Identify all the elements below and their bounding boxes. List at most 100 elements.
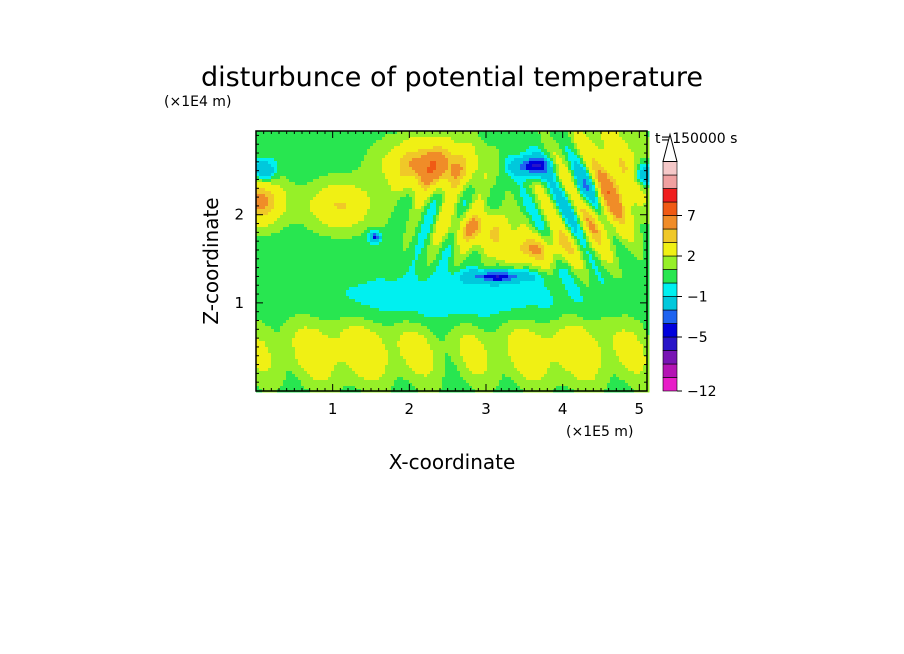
contour-cell (463, 215, 467, 219)
contour-cell (601, 134, 605, 138)
contour-cell (619, 203, 623, 207)
contour-cell (325, 161, 329, 165)
contour-cell (367, 221, 371, 225)
contour-cell (400, 200, 404, 204)
contour-cell (565, 146, 569, 150)
contour-cell (442, 224, 446, 228)
contour-cell (280, 236, 284, 240)
contour-cell (619, 215, 623, 219)
contour-cell (556, 152, 560, 156)
contour-cell (412, 173, 416, 177)
contour-cell (274, 197, 278, 201)
contour-cell (523, 203, 527, 207)
contour-cell (583, 194, 587, 198)
contour-cell (373, 167, 377, 171)
contour-cell (571, 230, 575, 234)
contour-cell (415, 155, 419, 159)
contour-cell (409, 152, 413, 156)
contour-cell (364, 191, 368, 195)
contour-cell (562, 137, 566, 141)
contour-cell (643, 155, 647, 159)
contour-cell (487, 173, 491, 177)
contour-cell (601, 194, 605, 198)
contour-cell (409, 221, 413, 225)
contour-cell (313, 164, 317, 168)
contour-cell (313, 140, 317, 144)
contour-cell (637, 149, 641, 153)
contour-cell (529, 164, 533, 168)
contour-cell (634, 158, 638, 162)
contour-cell (274, 239, 278, 243)
contour-cell (490, 233, 494, 237)
contour-cell (562, 164, 566, 168)
contour-cell (370, 197, 374, 201)
contour-cell (634, 149, 638, 153)
contour-cell (346, 197, 350, 201)
contour-cell (445, 146, 449, 150)
contour-cell (475, 173, 479, 177)
contour-cell (538, 233, 542, 237)
contour-cell (631, 167, 635, 171)
contour-cell (409, 224, 413, 228)
contour-cell (349, 143, 353, 147)
contour-cell (547, 146, 551, 150)
contour-cell (439, 203, 443, 207)
contour-cell (454, 212, 458, 216)
contour-cell (346, 209, 350, 213)
contour-cell (640, 182, 644, 186)
contour-cell (409, 203, 413, 207)
contour-cell (625, 221, 629, 225)
contour-cell (499, 200, 503, 204)
contour-cell (625, 152, 629, 156)
contour-cell (403, 203, 407, 207)
contour-cell (388, 200, 392, 204)
contour-cell (595, 242, 599, 246)
contour-cell (370, 218, 374, 222)
contour-cell (265, 197, 269, 201)
contour-cell (382, 185, 386, 189)
contour-cell (640, 206, 644, 210)
contour-cell (556, 197, 560, 201)
contour-cell (307, 239, 311, 243)
contour-cell (400, 158, 404, 162)
contour-cell (487, 200, 491, 204)
contour-cell (610, 131, 614, 135)
contour-cell (388, 146, 392, 150)
contour-cell (538, 152, 542, 156)
contour-cell (322, 200, 326, 204)
contour-cell (628, 218, 632, 222)
contour-cell (472, 179, 476, 183)
contour-cell (634, 221, 638, 225)
contour-cell (556, 161, 560, 165)
contour-cell (640, 170, 644, 174)
contour-cell (358, 215, 362, 219)
contour-cell (550, 203, 554, 207)
contour-cell (514, 188, 518, 192)
contour-cell (265, 173, 269, 177)
contour-cell (484, 143, 488, 147)
contour-cell (313, 155, 317, 159)
contour-cell (427, 185, 431, 189)
contour-cell (502, 170, 506, 174)
contour-cell (520, 239, 524, 243)
contour-cell (511, 143, 515, 147)
contour-cell (526, 167, 530, 171)
contour-cell (376, 179, 380, 183)
contour-cell (538, 161, 542, 165)
contour-cell (340, 137, 344, 141)
contour-cell (616, 236, 620, 240)
contour-cell (370, 176, 374, 180)
contour-cell (301, 203, 305, 207)
contour-cell (322, 212, 326, 216)
contour-cell (598, 149, 602, 153)
contour-cell (295, 140, 299, 144)
contour-cell (418, 230, 422, 234)
contour-cell (463, 146, 467, 150)
contour-cell (349, 173, 353, 177)
contour-cell (313, 191, 317, 195)
contour-cell (595, 212, 599, 216)
contour-cell (469, 209, 473, 213)
contour-cell (466, 215, 470, 219)
contour-cell (589, 191, 593, 195)
contour-cell (331, 149, 335, 153)
